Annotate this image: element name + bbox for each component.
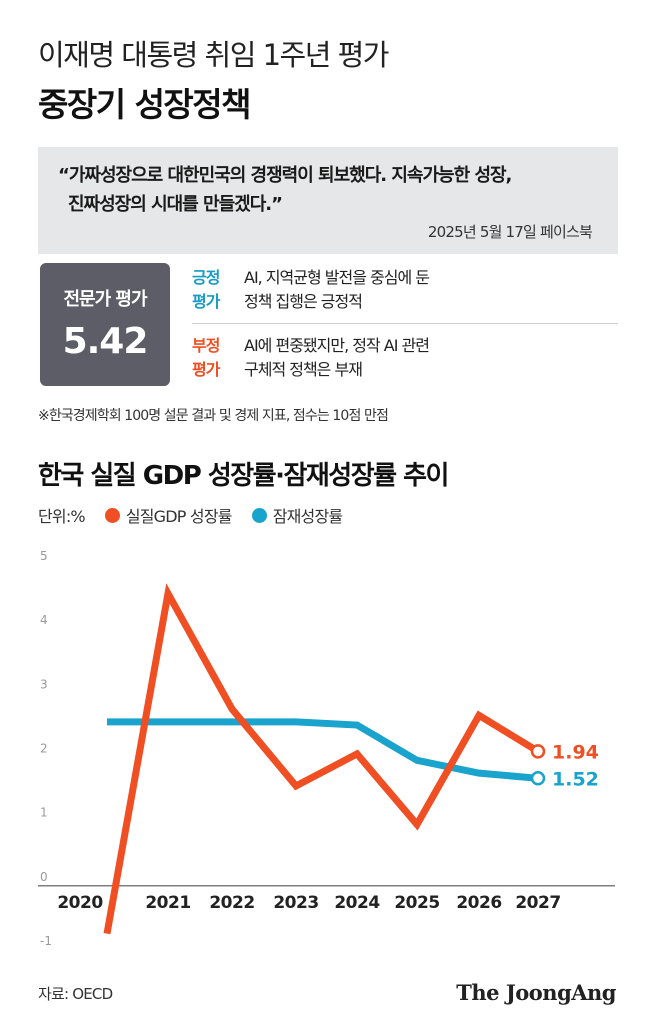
quote-source: 2025년 5월 17일 페이스북: [427, 223, 593, 241]
x-tick-label: 2025: [394, 893, 439, 913]
y-tick-label: 5: [40, 549, 48, 563]
expert-score-value: 5.42: [62, 321, 149, 362]
chart-title: 한국 실질 GDP 성장률·잠재성장률 추이: [38, 461, 449, 491]
negative-text-line-2: 구체적 정책은 부재: [244, 360, 363, 379]
expert-score-label: 전문가 평가: [63, 289, 147, 310]
quote-box: “가짜성장으로 대한민국의 경쟁력이 퇴보했다. 지속가능한 성장, 진짜성장의…: [38, 147, 618, 254]
negative-text-line-1: AI에 편중됐지만, 정작 AI 관련: [244, 336, 430, 355]
negative-tag-line-1: 부정: [192, 336, 220, 355]
x-tick-label: 2020: [57, 893, 103, 913]
expert-score-box: 전문가 평가 5.42: [40, 263, 170, 386]
real-gdp-end-label: 1.94: [552, 741, 599, 763]
survey-note: ※한국경제학회 100명 설문 결과 및 경제 지표, 점수는 10점 만점: [38, 408, 389, 424]
potential-growth-end-label: 1.52: [552, 768, 599, 790]
quote-line-1: “가짜성장으로 대한민국의 경쟁력이 퇴보했다. 지속가능한 성장,: [58, 165, 512, 186]
x-tick-label: 2023: [273, 893, 318, 913]
chart-legend: 단위:% 실질GDP 성장률 잠재성장률: [38, 503, 362, 527]
y-tick-label: 2: [40, 742, 48, 756]
positive-text-line-2: 정책 집행은 긍정적: [244, 292, 363, 311]
negative-evaluation-tag: 부정 평가: [192, 334, 232, 382]
negative-tag-line-2: 평가: [192, 360, 220, 379]
legend-label-real-gdp: 실질GDP 성장률: [125, 507, 233, 526]
joongang-logo: The JoongAng: [456, 980, 616, 1005]
negative-evaluation-text: AI에 편중됐지만, 정작 AI 관련 구체적 정책은 부재: [244, 334, 430, 382]
legend-item-real-gdp: 실질GDP 성장률: [104, 503, 233, 527]
header-title: 중장기 성장정책: [38, 85, 252, 124]
legend-unit-text: 단위:%: [38, 507, 86, 526]
positive-text-line-1: AI, 지역균형 발전을 중심에 둔: [244, 268, 430, 287]
quote-line-2: 진짜성장의 시대를 만들겠다.”: [68, 194, 283, 215]
x-tick-label: 2024: [334, 893, 380, 913]
x-tick-label: 2021: [145, 893, 190, 913]
positive-tag-line-2: 평가: [192, 292, 220, 311]
y-tick-label: -1: [40, 934, 52, 948]
potential-growth-line: [107, 718, 539, 782]
y-tick-label: 1: [40, 806, 48, 820]
x-tick-label: 2022: [209, 893, 254, 913]
legend-unit: 단위:%: [38, 503, 86, 527]
positive-evaluation-text: AI, 지역균형 발전을 중심에 둔 정책 집행은 긍정적: [244, 266, 430, 314]
positive-evaluation-tag: 긍정 평가: [192, 266, 232, 314]
y-tick-label: 3: [40, 677, 48, 691]
legend-dot-potential: [251, 507, 267, 523]
legend-item-potential: 잠재성장률: [251, 503, 343, 527]
legend-label-potential: 잠재성장률: [272, 507, 343, 526]
potential-growth-end-point: [530, 771, 546, 786]
real-gdp-line: [103, 583, 540, 935]
x-tick-label: 2026: [456, 893, 501, 913]
evaluation-divider: [192, 323, 618, 324]
y-tick-label: 0: [40, 870, 48, 884]
x-tick-label: 2027: [515, 893, 560, 913]
real-gdp-end-point: [530, 744, 546, 759]
header-subtitle: 이재명 대통령 취임 1주년 평가: [38, 38, 389, 72]
data-source: 자료: OECD: [38, 985, 113, 1003]
legend-dot-real-gdp: [104, 507, 120, 523]
y-tick-label: 4: [40, 613, 48, 627]
positive-tag-line-1: 긍정: [192, 268, 220, 287]
